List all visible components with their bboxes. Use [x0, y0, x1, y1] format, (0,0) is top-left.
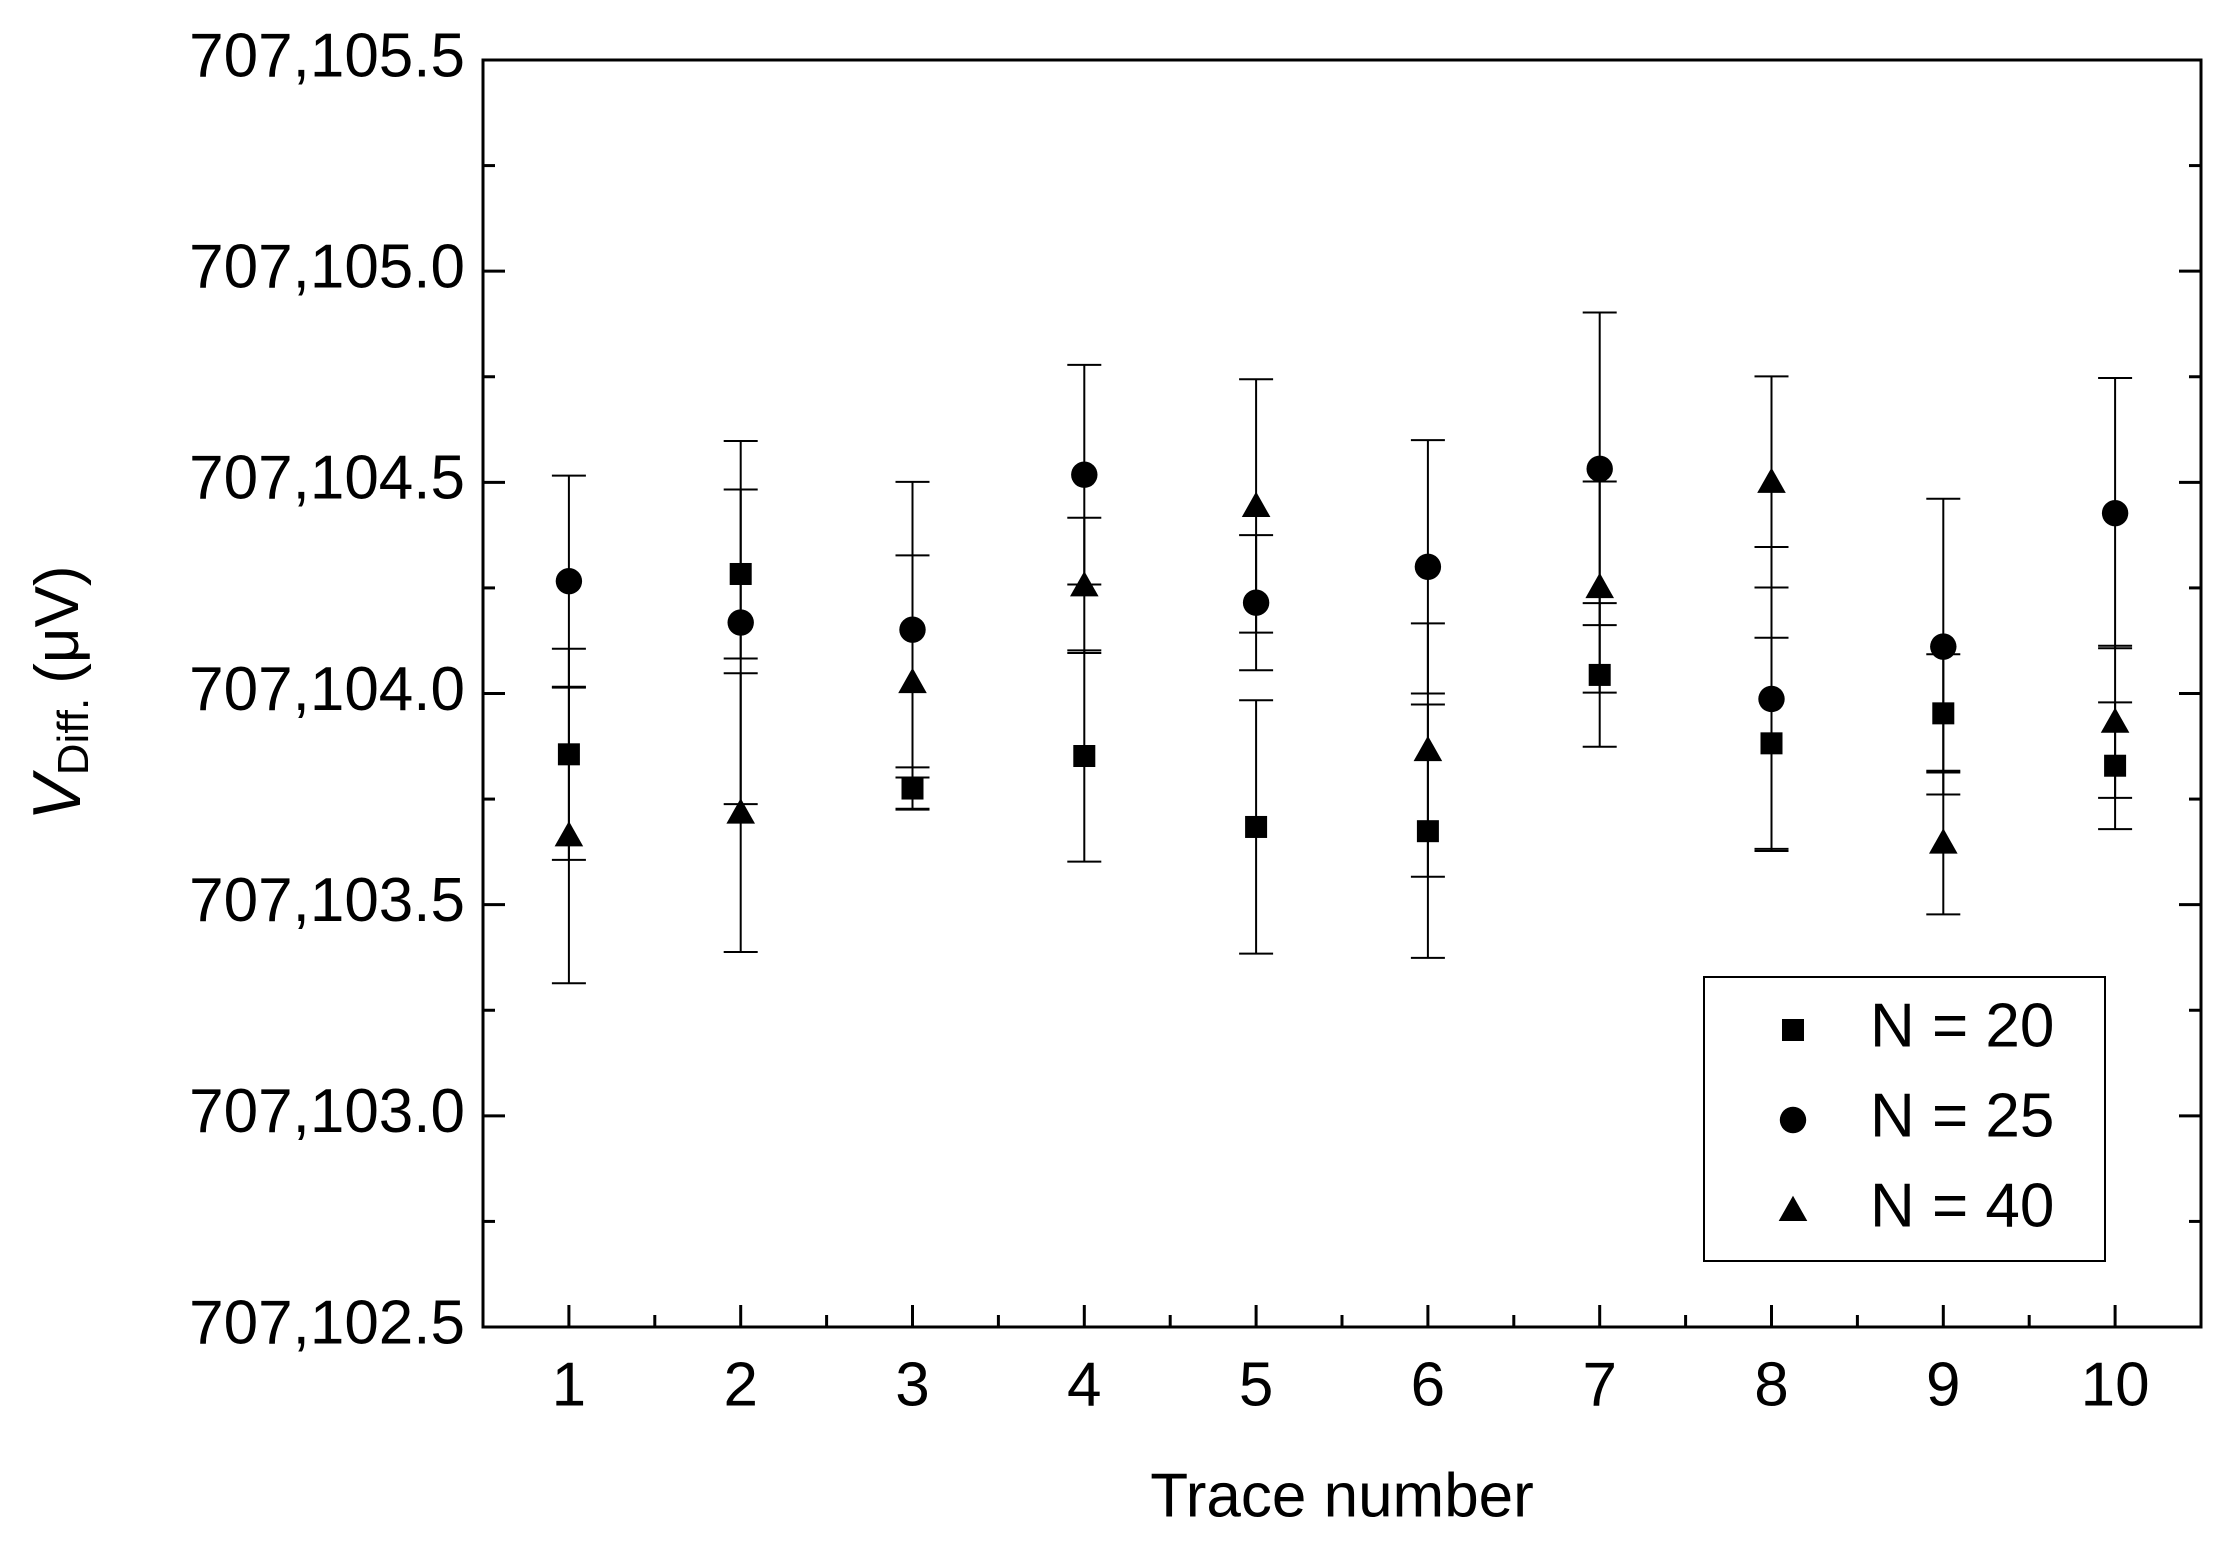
y-label-symbol: V — [19, 770, 95, 821]
x-tick-label: 2 — [723, 1350, 757, 1419]
x-tick-label: 8 — [1754, 1350, 1788, 1419]
marker-circle — [1930, 633, 1957, 660]
marker-circle — [1586, 455, 1613, 483]
y-label-subscript: Diff. — [49, 698, 98, 775]
y-axis-label: VDiff. (μV) — [19, 565, 98, 820]
legend-label: N = 40 — [1870, 1171, 2054, 1240]
x-tick-label: 5 — [1239, 1350, 1273, 1419]
x-tick-label: 1 — [552, 1350, 586, 1419]
marker-circle — [1071, 461, 1098, 488]
marker-circle — [1758, 685, 1785, 713]
marker-circle — [2101, 499, 2129, 527]
marker-circle — [555, 567, 583, 595]
y-tick-label: 707,103.0 — [189, 1077, 465, 1146]
legend-marker — [1779, 1106, 1807, 1134]
x-tick-label: 3 — [895, 1350, 929, 1419]
marker-square — [1073, 745, 1096, 768]
x-tick-label: 6 — [1411, 1350, 1445, 1419]
marker-circle — [727, 609, 754, 636]
y-tick-label: 707,105.0 — [189, 233, 465, 302]
marker-triangle — [1413, 735, 1443, 762]
marker-square — [1245, 815, 1268, 838]
y-tick-label: 707,102.5 — [189, 1288, 465, 1357]
x-tick-label: 4 — [1067, 1350, 1101, 1419]
marker-triangle — [726, 798, 755, 824]
marker-triangle — [1757, 467, 1786, 493]
marker-triangle — [898, 667, 927, 694]
marker-triangle — [2100, 707, 2130, 733]
y-tick-label: 707,103.5 — [189, 866, 465, 935]
y-tick-label: 707,105.5 — [189, 21, 465, 90]
y-tick-label: 707,104.0 — [189, 655, 465, 724]
marker-triangle — [1929, 828, 1958, 854]
legend-label: N = 25 — [1870, 1081, 2054, 1150]
legend-marker — [1782, 1019, 1804, 1041]
y-label-unit: (μV) — [23, 565, 92, 683]
legend-label: N = 20 — [1870, 991, 2054, 1060]
legend-box — [1703, 976, 2106, 1262]
x-tick-label: 7 — [1582, 1350, 1616, 1419]
marker-triangle — [1070, 571, 1099, 597]
marker-circle — [1414, 553, 1442, 580]
x-axis-label: Trace number — [1150, 1461, 1534, 1530]
y-tick-label: 707,104.5 — [189, 444, 465, 513]
marker-triangle — [1585, 572, 1614, 599]
x-tick-label: 10 — [2081, 1350, 2150, 1419]
x-tick-label: 9 — [1926, 1350, 1960, 1419]
marker-triangle — [1241, 491, 1271, 517]
marker-triangle — [554, 821, 584, 847]
legend-marker — [1778, 1195, 1808, 1221]
